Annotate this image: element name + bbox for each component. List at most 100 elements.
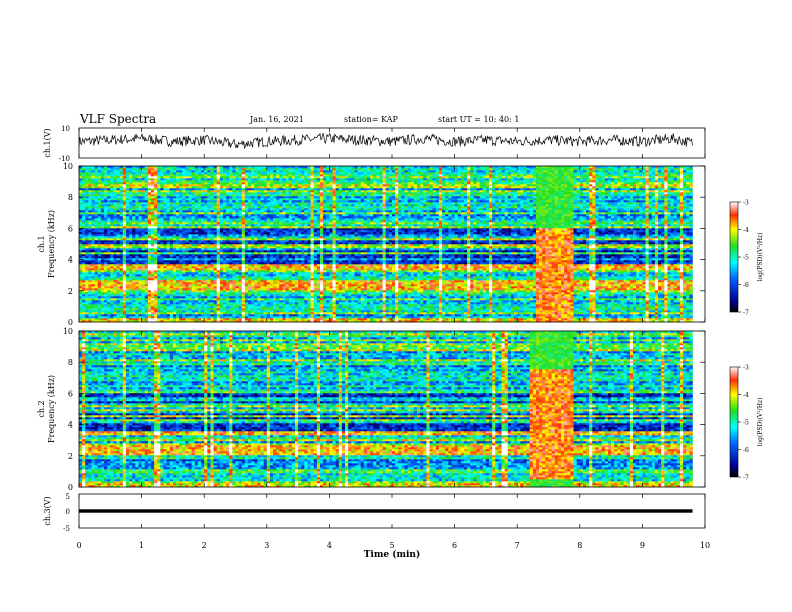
spectrogram-cell [110,258,113,260]
spectrogram-cell [110,292,113,294]
spectrogram-cell [98,188,101,190]
spectrogram-cell [88,248,91,250]
spectrogram-cell [101,254,104,256]
spectrogram-cell [101,198,104,200]
spectrogram-cell [85,212,88,214]
spectrogram-cell [85,226,88,228]
spectrogram-cell [101,224,104,226]
spectrogram-cell [107,236,110,238]
spectrogram-cell [101,230,104,232]
spectrogram-cell [98,244,101,246]
spectrogram-cell [82,186,85,188]
spectrogram-cell [85,248,88,250]
spectrogram-cell [88,314,91,316]
spectrogram-cell [98,238,101,240]
spectrogram-cell [104,174,107,176]
spectrogram-cell [107,234,110,236]
spectrogram-cell [85,234,88,236]
spectrogram-cell [79,238,82,240]
spectrogram-cell [104,178,107,180]
spectrogram-cell [104,266,107,268]
spectrogram-cell [98,280,101,282]
spectrogram-cell [110,246,113,248]
spectrogram-cell [82,264,85,266]
spectrogram-cell [110,172,113,174]
spectrogram-cell [113,230,116,232]
spectrogram-cell [107,242,110,244]
spectrogram-cell [104,222,107,224]
spectrogram-cell [104,214,107,216]
spectrogram-cell [92,302,95,304]
spectrogram-cell [98,206,101,208]
spectrogram-cell [101,268,104,270]
spectrogram-cell [85,282,88,284]
spectrogram-cell [113,180,116,182]
spectrogram-cell [117,184,120,186]
spectrogram-cell [113,294,116,296]
spectrogram-cell [82,230,85,232]
spectrogram-cell [107,262,110,264]
spectrogram-cell [107,270,110,272]
spectrogram-cell [85,236,88,238]
spectrogram-cell [104,272,107,274]
spectrogram-cell [92,232,95,234]
spectrogram-cell [92,250,95,252]
spectrogram-cell [98,184,101,186]
spectrogram-cell [101,296,104,298]
spectrogram-cell [104,290,107,292]
spectrogram-cell [101,302,104,304]
spectrogram-cell [101,172,104,174]
spectrogram-cell [113,278,116,280]
spectrogram-cell [95,288,98,290]
spectrogram-cell [107,260,110,262]
spectrogram-cell [85,298,88,300]
spectrogram-cell [88,318,91,320]
spectrogram-cell [82,252,85,254]
spectrogram-cell [113,272,116,274]
spectrogram-cell [88,172,91,174]
spectrogram-cell [110,262,113,264]
spectrogram-cell [92,208,95,210]
spectrogram-cell [98,276,101,278]
spectrogram-cell [79,282,82,284]
spectrogram-cell [117,212,120,214]
spectrogram-cell [98,318,101,320]
spectrogram-cell [88,194,91,196]
spectrogram-cell [95,248,98,250]
spectrogram-cell [113,276,116,278]
spectrogram-cell [95,246,98,248]
spectrogram-cell [82,204,85,206]
spectrogram-cell [101,200,104,202]
spectrogram-cell [95,252,98,254]
spectrogram-cell [113,236,116,238]
spectrogram-cell [110,198,113,200]
spectrogram-cell [82,236,85,238]
spectrogram-cell [110,232,113,234]
spectrogram-cell [95,194,98,196]
spectrogram-cell [95,270,98,272]
spectrogram-cell [95,254,98,256]
spectrogram-cell [85,176,88,178]
spectrogram-cell [107,192,110,194]
spectrogram-cell [92,194,95,196]
spectrogram-cell [98,200,101,202]
spectrogram-cell [98,286,101,288]
spectrogram-cell [113,268,116,270]
spectrogram-cell [113,282,116,284]
spectrogram-cell [101,310,104,312]
spectrogram-cell [82,288,85,290]
spectrogram-cell [79,254,82,256]
spectrogram-cell [92,246,95,248]
spectrogram-cell [101,220,104,222]
spectrogram-cell [85,224,88,226]
spectrogram-cell [117,286,120,288]
spectrogram-cell [82,192,85,194]
spectrogram-cell [117,214,120,216]
spectrogram-cell [107,258,110,260]
spectrogram-cell [79,172,82,174]
spectrogram-cell [98,190,101,192]
spectrogram-cell [98,296,101,298]
spectrogram-cell [92,284,95,286]
spectrogram-cell [113,168,116,170]
spectrogram-cell [98,262,101,264]
